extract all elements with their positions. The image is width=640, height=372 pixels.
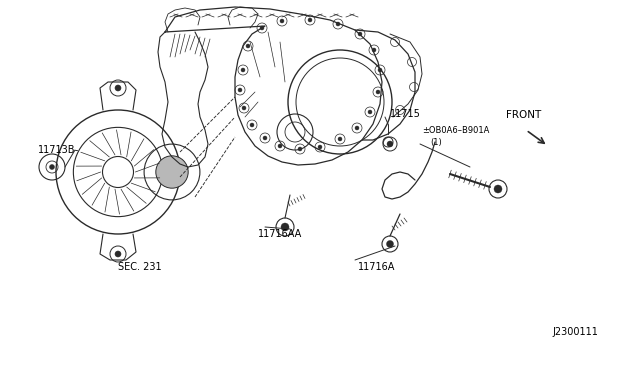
Circle shape — [387, 141, 393, 147]
Circle shape — [115, 85, 121, 91]
Circle shape — [318, 145, 322, 149]
Circle shape — [250, 123, 254, 127]
Text: SEC. 231: SEC. 231 — [118, 262, 162, 272]
Text: 11713B: 11713B — [38, 145, 75, 155]
Circle shape — [308, 18, 312, 22]
Circle shape — [49, 164, 54, 170]
Text: 11716AA: 11716AA — [258, 229, 302, 239]
Circle shape — [280, 19, 284, 23]
Circle shape — [358, 32, 362, 36]
Text: (1): (1) — [430, 138, 442, 147]
Circle shape — [238, 88, 242, 92]
Circle shape — [387, 241, 394, 247]
Circle shape — [281, 223, 289, 231]
Text: 11715: 11715 — [390, 109, 421, 119]
Circle shape — [241, 68, 245, 72]
Circle shape — [156, 156, 188, 188]
Circle shape — [338, 137, 342, 141]
Text: ±OB0A6–B901A: ±OB0A6–B901A — [422, 125, 490, 135]
Circle shape — [368, 110, 372, 114]
Circle shape — [378, 68, 382, 72]
Text: 11716A: 11716A — [358, 262, 396, 272]
Circle shape — [336, 22, 340, 26]
Text: J2300111: J2300111 — [552, 327, 598, 337]
Circle shape — [246, 44, 250, 48]
Circle shape — [298, 147, 302, 151]
Text: FRONT: FRONT — [506, 110, 541, 120]
Circle shape — [372, 48, 376, 52]
Circle shape — [263, 136, 267, 140]
Circle shape — [355, 126, 359, 130]
Circle shape — [376, 90, 380, 94]
Circle shape — [115, 251, 121, 257]
Circle shape — [242, 106, 246, 110]
Circle shape — [260, 26, 264, 30]
Circle shape — [278, 144, 282, 148]
Circle shape — [494, 185, 502, 193]
